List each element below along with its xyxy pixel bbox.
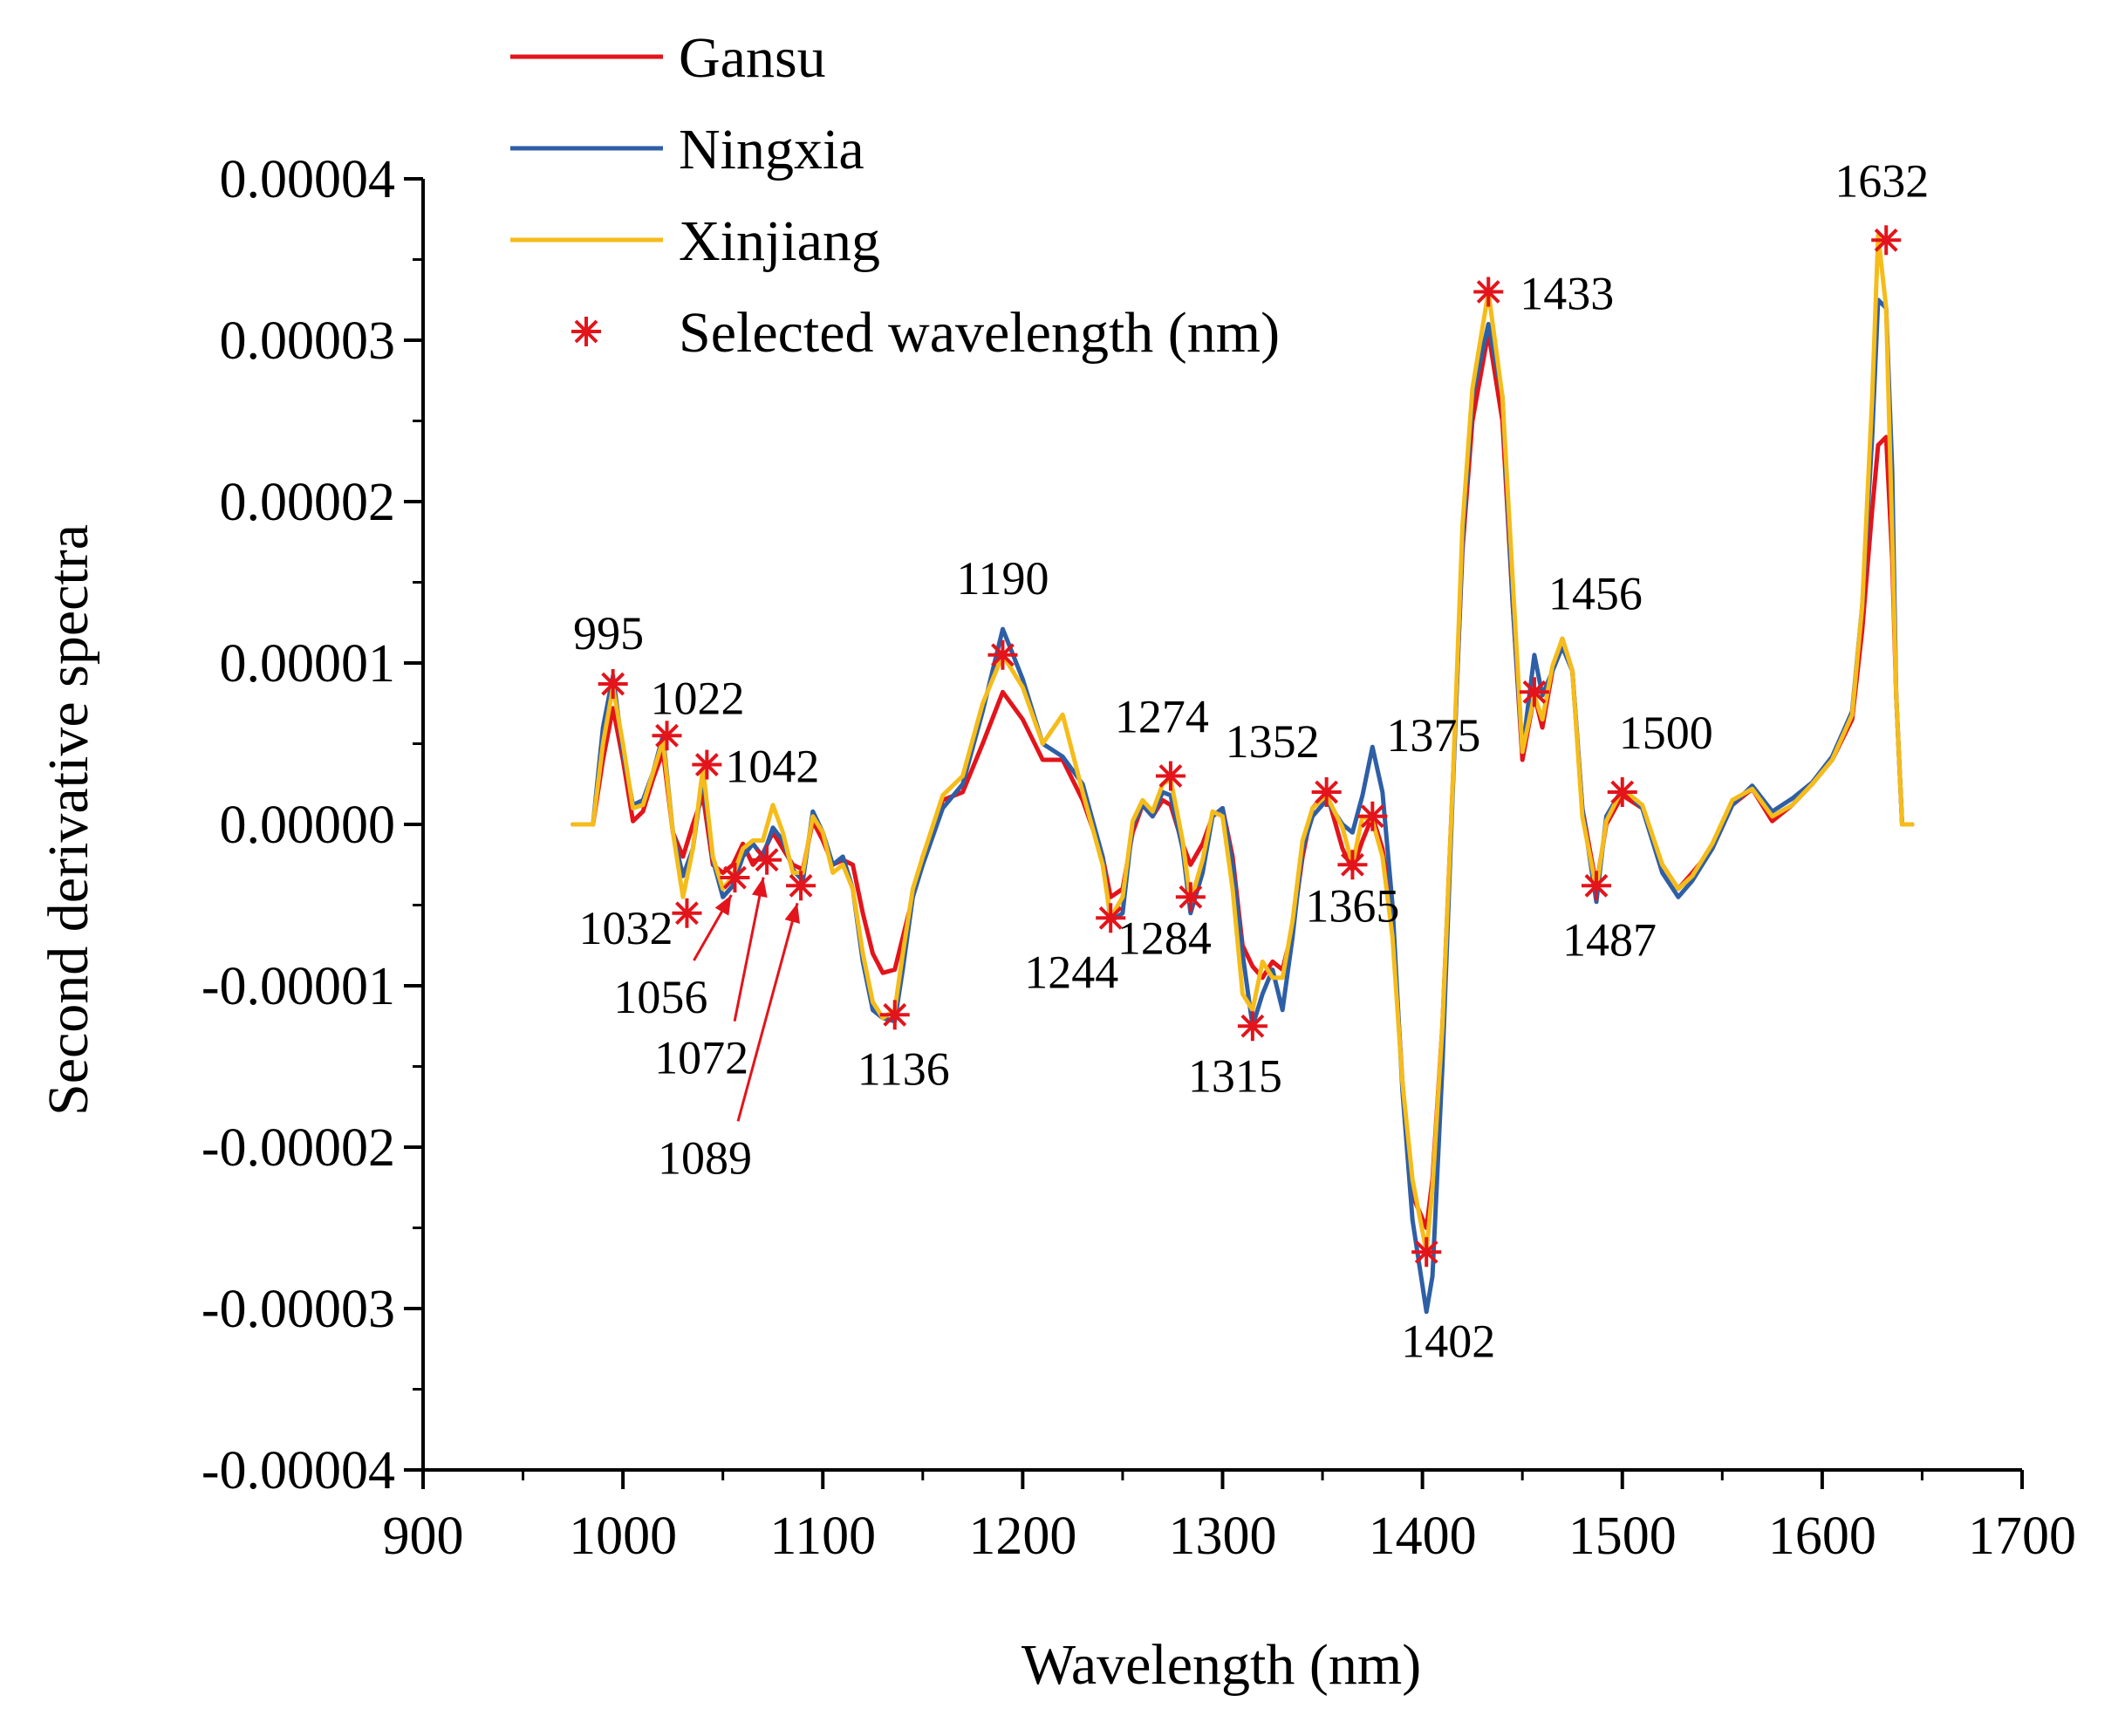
wavelength-label: 1433: [1520, 268, 1614, 320]
y-tick-label: 0.00004: [220, 150, 396, 209]
selected-wavelength-marker: [1581, 871, 1611, 901]
selected-wavelength-marker: [1311, 777, 1342, 807]
selected-wavelength-marker: [692, 749, 722, 780]
x-tick-label: 1700: [1968, 1507, 2076, 1566]
selected-wavelength-marker: [879, 1000, 910, 1030]
selected-wavelength-marker: [987, 639, 1018, 670]
legend-swatch-selected-wavelength: [571, 317, 601, 346]
selected-wavelength-marker: [1237, 1011, 1267, 1042]
x-tick-label: 900: [383, 1507, 464, 1566]
selected-wavelength-marker: [652, 721, 682, 751]
selected-wavelength-marker: [1155, 761, 1185, 791]
x-tick-label: 1600: [1768, 1507, 1876, 1566]
legend-label-ningxia: Ningxia: [679, 118, 864, 181]
wavelength-label: 1056: [613, 971, 707, 1023]
wavelength-label: 1042: [725, 741, 819, 793]
x-tick-label: 1300: [1169, 1507, 1277, 1566]
x-tick-label: 1200: [968, 1507, 1076, 1566]
y-axis-title: Second derivative spectra: [37, 524, 100, 1116]
axes: -0.00004 -0.00003 -0.00002 -0.00001 0.00000 0…: [202, 150, 2076, 1566]
x-tick-label: 1500: [1568, 1507, 1677, 1566]
wavelength-label: 1352: [1226, 715, 1320, 768]
legend-star-icon: [571, 317, 601, 346]
wavelength-label: 1632: [1835, 154, 1929, 207]
y-tick-label: -0.00004: [202, 1441, 395, 1500]
wavelength-label: 1274: [1115, 691, 1209, 743]
legend-label-gansu: Gansu: [679, 26, 826, 90]
x-axis-title: Wavelength (nm): [1022, 1633, 1421, 1697]
wavelength-label: 1190: [956, 552, 1049, 605]
selected-wavelength-marker: [752, 844, 782, 875]
wavelength-label: 1375: [1386, 709, 1480, 762]
selected-wavelength-marker: [1337, 850, 1368, 880]
legend-label-xinjiang: Xinjiang: [679, 209, 880, 273]
series-layer: [571, 233, 1915, 1315]
x-tick-label: 1100: [769, 1507, 876, 1566]
selected-wavelength-markers: [598, 225, 1902, 1268]
wavelength-label: 1244: [1024, 946, 1118, 998]
selected-wavelength-marker: [1607, 777, 1637, 807]
selected-wavelength-marker: [1411, 1237, 1442, 1268]
wavelength-label: 1089: [658, 1131, 752, 1184]
wavelength-label: 1365: [1305, 879, 1399, 932]
wavelength-label: 1136: [858, 1042, 950, 1095]
wavelength-label: 1487: [1562, 913, 1657, 966]
y-tick-label: 0.00003: [220, 311, 396, 371]
wavelength-label: 1456: [1548, 567, 1643, 619]
wavelength-label: 1022: [651, 672, 745, 724]
wavelength-label: 1315: [1188, 1049, 1282, 1102]
selected-wavelength-marker: [598, 669, 628, 700]
selected-wavelength-marker: [786, 871, 817, 901]
selected-wavelength-marker: [1175, 882, 1206, 912]
selected-wavelength-marker: [1357, 801, 1388, 831]
selected-wavelength-marker: [1096, 903, 1126, 933]
y-tick-label: 0.00000: [220, 796, 396, 855]
label-arrowhead: [784, 903, 800, 924]
wavelength-label: 995: [573, 607, 644, 660]
wavelength-label: 1032: [578, 902, 673, 954]
selected-wavelength-marker: [720, 863, 750, 893]
y-tick-label: -0.00003: [202, 1280, 395, 1339]
label-arrowhead: [714, 895, 732, 916]
series-line-xinjiang: [571, 233, 1915, 1254]
selected-wavelength-marker: [1473, 277, 1504, 307]
y-tick-label: -0.00002: [202, 1118, 395, 1178]
y-tick-label: 0.00001: [220, 634, 396, 694]
selected-wavelength-marker: [672, 898, 702, 928]
selected-wavelength-marker: [1871, 225, 1902, 256]
x-tick-label: 1000: [569, 1507, 677, 1566]
legend-label-selected-wavelength: Selected wavelength (nm): [679, 301, 1280, 365]
x-tick-label: 1400: [1369, 1507, 1477, 1566]
label-arrowhead: [751, 877, 768, 899]
label-leader-line: [736, 902, 799, 1122]
selected-wavelength-marker: [1519, 677, 1549, 707]
wavelength-label: 1500: [1619, 707, 1713, 759]
wavelength-label: 1072: [654, 1032, 748, 1084]
wavelength-label: 1402: [1401, 1315, 1495, 1367]
y-tick-label: 0.00002: [220, 473, 396, 532]
legend: Gansu Ningxia Xinjiang Selected waveleng…: [510, 26, 1280, 365]
y-tick-label: -0.00001: [202, 957, 395, 1016]
wavelength-labels: 9951022103210421056107210891136119012441…: [573, 154, 1929, 1367]
label-leader-line: [733, 877, 765, 1022]
wavelength-label: 1284: [1117, 912, 1212, 964]
